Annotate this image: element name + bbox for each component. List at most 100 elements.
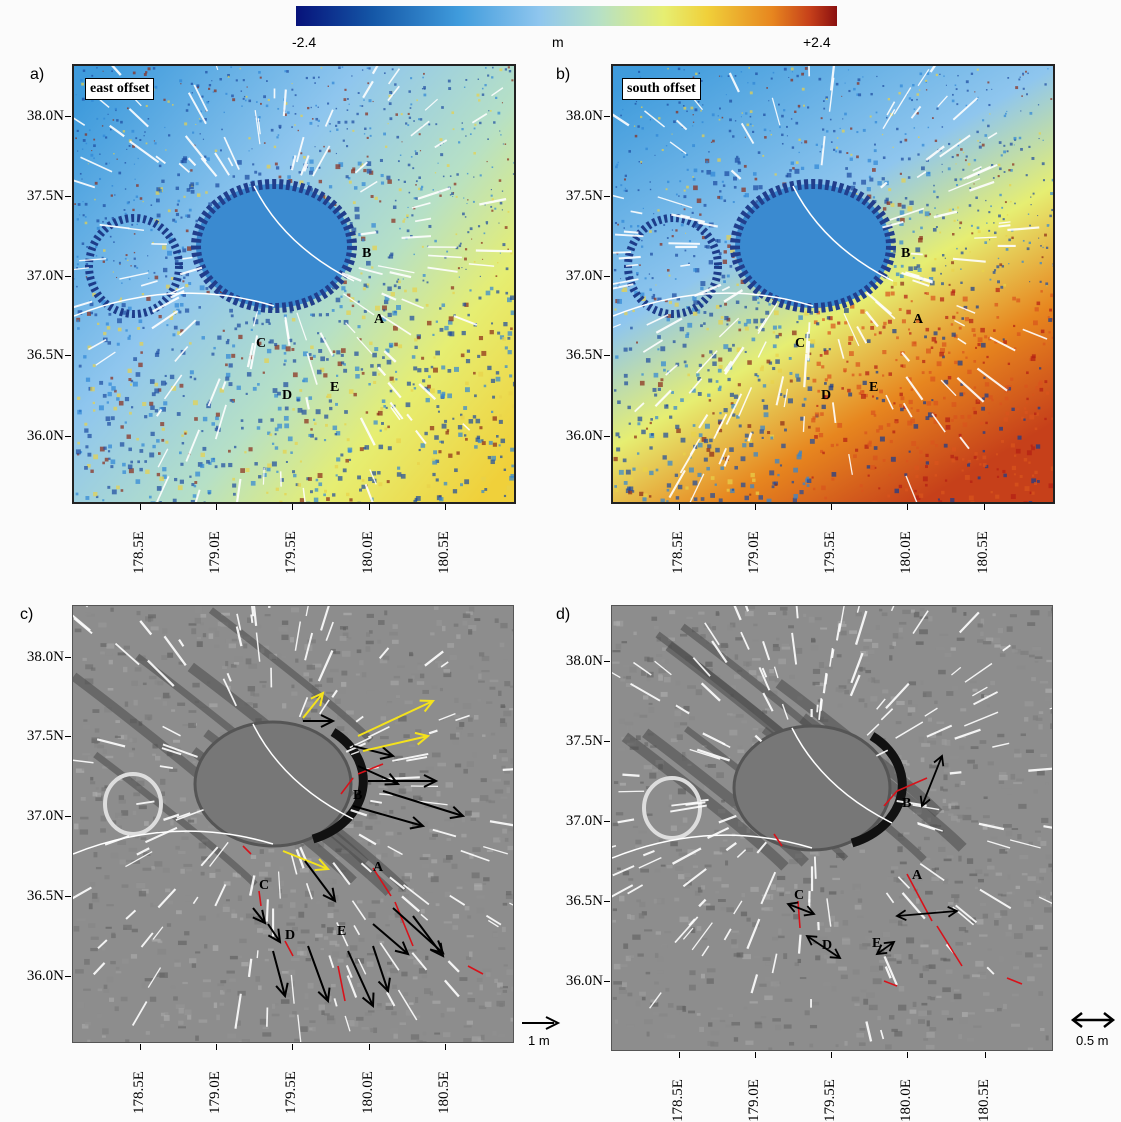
east-offset-map: A B C D E: [72, 64, 516, 504]
y-tick-label: 36.5N: [551, 346, 603, 364]
feature-label-a: A: [913, 312, 923, 328]
x-tick-mark: [755, 1052, 756, 1058]
y-tick-label: 36.5N: [12, 346, 64, 364]
x-tick-label: 179.0E: [746, 1079, 763, 1122]
x-tick-mark: [445, 1044, 446, 1050]
feature-label-b: B: [901, 246, 910, 262]
x-tick-mark: [140, 504, 141, 510]
feature-label-c: C: [259, 878, 269, 894]
panel-a-label: a): [30, 66, 44, 84]
y-tick-mark: [604, 196, 610, 197]
x-tick-mark: [216, 1044, 217, 1050]
y-tick-label: 37.0N: [551, 267, 603, 285]
feature-label-a: A: [912, 868, 922, 884]
colorbar: [296, 6, 837, 26]
y-tick-mark: [604, 901, 610, 902]
y-tick-label: 36.0N: [12, 967, 64, 985]
feature-label-e: E: [869, 380, 878, 396]
x-tick-mark: [369, 504, 370, 510]
x-tick-mark: [984, 504, 985, 510]
y-tick-mark: [65, 116, 71, 117]
feature-label-a: A: [374, 312, 384, 328]
x-tick-label: 180.5E: [975, 531, 992, 574]
scale-arrow-1m-icon: [520, 1014, 565, 1032]
y-tick-mark: [65, 657, 71, 658]
x-tick-label: 179.0E: [207, 1071, 224, 1114]
y-tick-mark: [65, 736, 71, 737]
panel-c-label: c): [20, 606, 33, 624]
x-tick-label: 178.5E: [670, 1079, 687, 1122]
y-tick-mark: [604, 981, 610, 982]
x-tick-mark: [292, 504, 293, 510]
feature-label-a: A: [373, 860, 383, 876]
x-tick-label: 180.0E: [898, 1079, 915, 1122]
x-tick-label: 180.0E: [360, 531, 377, 574]
y-tick-label: 36.0N: [551, 427, 603, 445]
y-tick-mark: [604, 355, 610, 356]
y-tick-mark: [604, 276, 610, 277]
x-tick-mark: [216, 504, 217, 510]
scale-arrow-half-m-icon: [1070, 1010, 1118, 1030]
x-tick-label: 179.0E: [207, 531, 224, 574]
east-offset-tag: east offset: [85, 78, 154, 100]
y-tick-mark: [65, 976, 71, 977]
y-tick-label: 36.5N: [12, 887, 64, 905]
y-tick-label: 37.0N: [12, 267, 64, 285]
x-tick-label: 179.5E: [283, 531, 300, 574]
x-tick-label: 179.5E: [822, 531, 839, 574]
x-tick-label: 179.0E: [746, 531, 763, 574]
x-tick-mark: [907, 1052, 908, 1058]
x-tick-label: 178.5E: [131, 531, 148, 574]
y-tick-label: 37.0N: [12, 807, 64, 825]
x-tick-mark: [140, 1044, 141, 1050]
colorbar-unit-label: m: [552, 34, 564, 50]
y-tick-label: 37.0N: [551, 812, 603, 830]
y-tick-mark: [604, 741, 610, 742]
panel-b-label: b): [556, 66, 570, 84]
x-tick-label: 180.5E: [976, 1079, 993, 1122]
scale-label-half-m: 0.5 m: [1076, 1033, 1109, 1048]
x-tick-mark: [292, 1044, 293, 1050]
feature-label-c: C: [256, 336, 266, 352]
y-tick-mark: [65, 436, 71, 437]
feature-label-c: C: [795, 336, 805, 352]
y-tick-mark: [65, 196, 71, 197]
y-tick-label: 37.5N: [12, 187, 64, 205]
scale-label-1m: 1 m: [528, 1033, 550, 1048]
x-tick-mark: [907, 504, 908, 510]
colorbar-max-label: +2.4: [803, 34, 831, 50]
y-tick-mark: [65, 276, 71, 277]
y-tick-label: 38.0N: [12, 107, 64, 125]
y-tick-label: 37.5N: [12, 727, 64, 745]
feature-label-e: E: [872, 936, 881, 952]
y-tick-label: 36.0N: [12, 427, 64, 445]
x-tick-mark: [755, 504, 756, 510]
feature-label-d: D: [282, 388, 292, 404]
x-tick-mark: [369, 1044, 370, 1050]
y-tick-mark: [604, 116, 610, 117]
feature-label-d: D: [285, 928, 295, 944]
x-tick-label: 180.5E: [436, 531, 453, 574]
horizontal-vectors-map: A B C D E: [72, 605, 514, 1043]
x-tick-label: 180.0E: [898, 531, 915, 574]
feature-label-e: E: [337, 924, 346, 940]
feature-label-b: B: [902, 796, 911, 812]
feature-label-d: D: [822, 938, 832, 954]
x-tick-mark: [679, 1052, 680, 1058]
x-tick-mark: [985, 1052, 986, 1058]
y-tick-label: 38.0N: [551, 107, 603, 125]
y-tick-label: 36.0N: [551, 972, 603, 990]
feature-label-e: E: [330, 380, 339, 396]
y-tick-label: 38.0N: [551, 652, 603, 670]
x-tick-label: 179.5E: [283, 1071, 300, 1114]
y-tick-label: 36.5N: [551, 892, 603, 910]
south-offset-tag: south offset: [622, 78, 701, 100]
y-tick-mark: [604, 821, 610, 822]
x-tick-mark: [445, 504, 446, 510]
feature-label-b: B: [353, 788, 362, 804]
feature-label-b: B: [362, 246, 371, 262]
y-tick-mark: [65, 355, 71, 356]
x-tick-mark: [831, 504, 832, 510]
